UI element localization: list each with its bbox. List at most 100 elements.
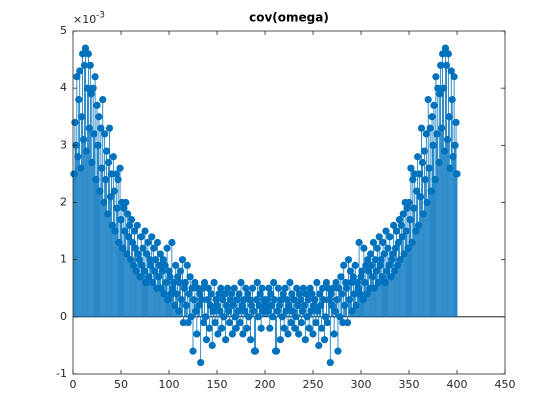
- x-tick-label: 150: [207, 378, 228, 391]
- stem-marker: [452, 118, 460, 127]
- stem-marker: [341, 301, 349, 309]
- y-exponent-power: -3: [96, 11, 105, 21]
- stem-marker: [264, 307, 272, 315]
- stem-marker: [150, 244, 158, 252]
- stem-marker: [148, 233, 156, 241]
- stem-marker: [76, 67, 84, 75]
- stem-marker: [168, 238, 176, 247]
- y-tick-label: 0: [60, 310, 67, 323]
- stem-marker: [345, 296, 354, 304]
- stem-marker: [185, 290, 193, 298]
- y-tick-label: 4: [60, 81, 67, 94]
- stem-marker: [80, 61, 89, 69]
- stem-marker: [274, 284, 283, 292]
- stem-marker: [125, 233, 133, 241]
- stem-marker: [102, 176, 110, 184]
- stem-marker: [85, 124, 93, 132]
- stem-marker: [394, 238, 403, 247]
- stem-marker: [229, 301, 237, 309]
- y-tick-label: -1: [56, 367, 67, 380]
- stem-marker: [247, 336, 255, 344]
- stem-marker: [265, 284, 273, 292]
- stem-marker: [206, 301, 214, 309]
- stem-marker: [295, 330, 303, 338]
- stem-marker: [198, 296, 206, 304]
- stem-marker: [172, 261, 180, 269]
- stem-marker: [78, 113, 86, 121]
- stem-marker: [239, 330, 247, 338]
- stem-marker: [360, 244, 368, 252]
- stem-marker: [284, 330, 292, 338]
- stem-marker: [316, 290, 324, 298]
- stem-marker: [344, 256, 353, 264]
- stem-marker: [90, 130, 98, 138]
- stem-marker: [122, 198, 130, 207]
- stem-marker: [75, 96, 83, 104]
- stem-marker: [337, 273, 345, 281]
- stem-marker: [156, 250, 164, 258]
- x-tick-label: 300: [351, 378, 372, 391]
- stem-marker: [297, 318, 306, 327]
- stem-marker: [382, 227, 390, 235]
- stem-marker: [311, 296, 319, 304]
- stem-marker: [252, 296, 260, 304]
- stem-marker: [177, 296, 186, 304]
- stem-marker: [395, 216, 403, 224]
- stem-marker: [101, 130, 109, 138]
- stem-marker: [407, 164, 415, 172]
- stem-marker: [312, 318, 320, 327]
- stem-marker: [448, 96, 456, 104]
- stem-marker: [209, 307, 217, 315]
- x-tick-label: 200: [255, 378, 276, 391]
- stem-marker: [158, 267, 166, 275]
- stem-marker: [272, 347, 281, 355]
- stem-marker: [205, 324, 213, 332]
- stem-marker: [350, 290, 358, 298]
- stem-marker: [328, 301, 336, 309]
- stem-marker: [199, 318, 208, 327]
- stem-marker: [386, 233, 394, 241]
- stem-marker: [385, 261, 393, 269]
- stem-marker: [204, 284, 212, 292]
- stem-marker: [301, 336, 309, 344]
- stem-marker: [116, 164, 124, 172]
- stem-marker: [105, 124, 114, 132]
- stem-marker: [283, 296, 291, 304]
- stem-marker: [372, 267, 380, 275]
- stem-marker: [392, 227, 401, 235]
- stem-marker: [217, 284, 225, 292]
- stem-marker: [202, 336, 211, 344]
- stem-marker: [244, 290, 252, 298]
- stem-marker: [174, 273, 182, 281]
- stem-marker: [197, 358, 205, 367]
- stem-marker: [232, 324, 240, 332]
- stem-marker: [338, 290, 346, 298]
- stem-marker: [181, 278, 189, 287]
- stem-marker: [421, 176, 429, 184]
- stem-marker: [291, 324, 299, 332]
- stem-marker: [287, 318, 295, 327]
- stem-marker: [208, 341, 216, 350]
- stem-marker: [398, 233, 406, 241]
- x-tick-label: 250: [303, 378, 324, 391]
- stem-marker: [242, 284, 250, 292]
- stem-marker: [443, 136, 451, 144]
- stem-marker: [195, 301, 203, 309]
- stem-marker: [270, 278, 278, 287]
- x-tick-label: 400: [447, 378, 468, 391]
- stem-marker: [424, 96, 432, 104]
- stem-marker: [285, 301, 293, 309]
- stem-marker: [330, 330, 338, 338]
- stem-marker: [280, 324, 288, 332]
- stem-marker: [93, 101, 101, 109]
- stem-marker: [405, 198, 413, 207]
- stem-marker: [103, 147, 111, 155]
- stem-marker: [143, 250, 151, 258]
- stem-marker: [306, 284, 314, 292]
- stem-marker: [329, 284, 337, 292]
- stem-marker: [249, 307, 258, 315]
- stem-marker: [196, 290, 204, 298]
- stem-marker: [137, 233, 145, 241]
- stem-marker: [406, 216, 414, 224]
